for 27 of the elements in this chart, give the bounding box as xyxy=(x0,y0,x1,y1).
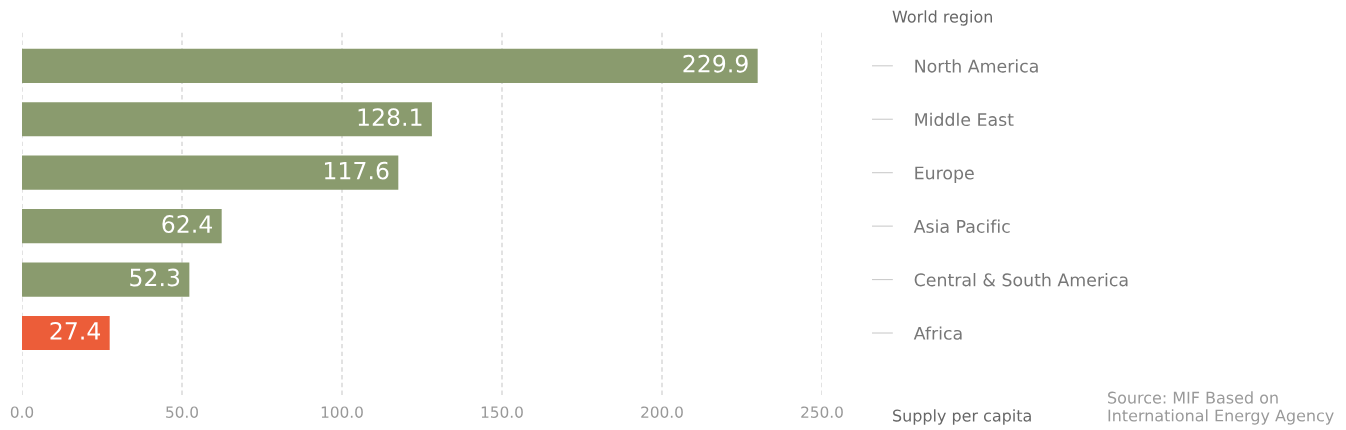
data-label: 62.4 xyxy=(162,215,213,233)
x-tick-label: 0.0 xyxy=(10,406,34,418)
data-label: 128.1 xyxy=(358,108,422,127)
x-axis-title: Supply per capita xyxy=(893,409,1031,425)
bar xyxy=(22,48,758,83)
x-tick-label: 250.0 xyxy=(801,406,843,418)
x-tick-label: 150.0 xyxy=(481,406,523,418)
data-label: 52.3 xyxy=(130,268,180,287)
bar xyxy=(22,155,399,190)
source-note: Source: MIF Based on International Energy Agency xyxy=(1108,391,1334,425)
data-label: 27.4 xyxy=(50,322,101,340)
data-label: 117.6 xyxy=(324,161,389,180)
bar xyxy=(22,315,110,351)
bar xyxy=(22,209,222,244)
x-tick-label: 100.0 xyxy=(321,406,363,418)
bar xyxy=(22,102,432,137)
y-tick-label: Middle East xyxy=(915,112,1014,127)
x-tick-label: 200.0 xyxy=(641,406,683,418)
y-axis-title: World region xyxy=(892,10,992,26)
data-label: 229.9 xyxy=(683,54,748,73)
x-tick-label: 50.0 xyxy=(166,406,198,418)
y-tick-label: Europe xyxy=(915,166,974,183)
y-tick-label: Africa xyxy=(913,326,962,340)
bar xyxy=(22,262,190,297)
y-tick-label: Central & South America xyxy=(914,272,1128,287)
y-tick-label: Asia Pacific xyxy=(913,219,1010,233)
y-tick-label: North America xyxy=(915,59,1038,73)
